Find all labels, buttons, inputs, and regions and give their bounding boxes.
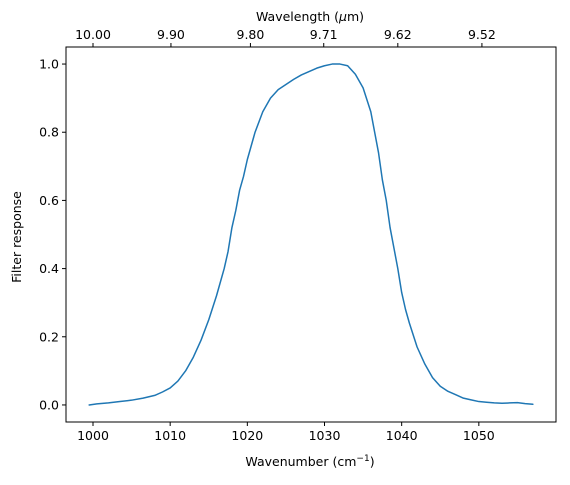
top-tick-label-2: 9.80: [237, 27, 265, 42]
top-axis-label-text: Wavelength (: [256, 9, 339, 24]
top-tick-label-5: 9.52: [468, 27, 496, 42]
x-tick-label-1: 1010: [154, 428, 186, 443]
x-axis-label-end: ): [370, 454, 375, 469]
y-tick-label-3: 0.6: [39, 193, 59, 208]
x-tick-label-5: 1050: [463, 428, 495, 443]
axes: 1000 1010 1020 1030 1040 1050 0.0 0.2 0.4 0.6 0.8 1…: [39, 27, 557, 443]
y-tick-label-2: 0.4: [39, 261, 59, 276]
data-series: [88, 63, 534, 406]
top-tick-label-3: 9.71: [310, 27, 338, 42]
top-axis-label-end: m): [347, 9, 364, 24]
y-tick-label-4: 0.8: [39, 125, 59, 140]
top-tick-label-4: 9.62: [384, 27, 412, 42]
y-tick-label-0: 0.0: [39, 397, 59, 412]
x-tick-label-4: 1040: [386, 428, 418, 443]
y-tick-label-1: 0.2: [39, 329, 59, 344]
x-tick-label-2: 1020: [231, 428, 263, 443]
x-tick-label-3: 1030: [309, 428, 341, 443]
top-axis-label: Wavelength (μm): [256, 9, 364, 24]
x-axis-label-text: Wavenumber (cm: [245, 454, 356, 469]
top-tick-label-0: 10.00: [75, 27, 111, 42]
x-axis-label: Wavenumber (cm−1): [245, 454, 374, 469]
y-tick-label-5: 1.0: [39, 57, 59, 72]
y-axis-label: Filter response: [9, 191, 24, 283]
plot-frame: [65, 46, 557, 423]
top-axis-label-mu: μ: [338, 9, 347, 24]
top-tick-label-1: 9.90: [157, 27, 185, 42]
series-line-0: [88, 63, 534, 406]
x-axis-label-superscript: −1: [356, 454, 369, 464]
x-tick-label-0: 1000: [77, 428, 109, 443]
